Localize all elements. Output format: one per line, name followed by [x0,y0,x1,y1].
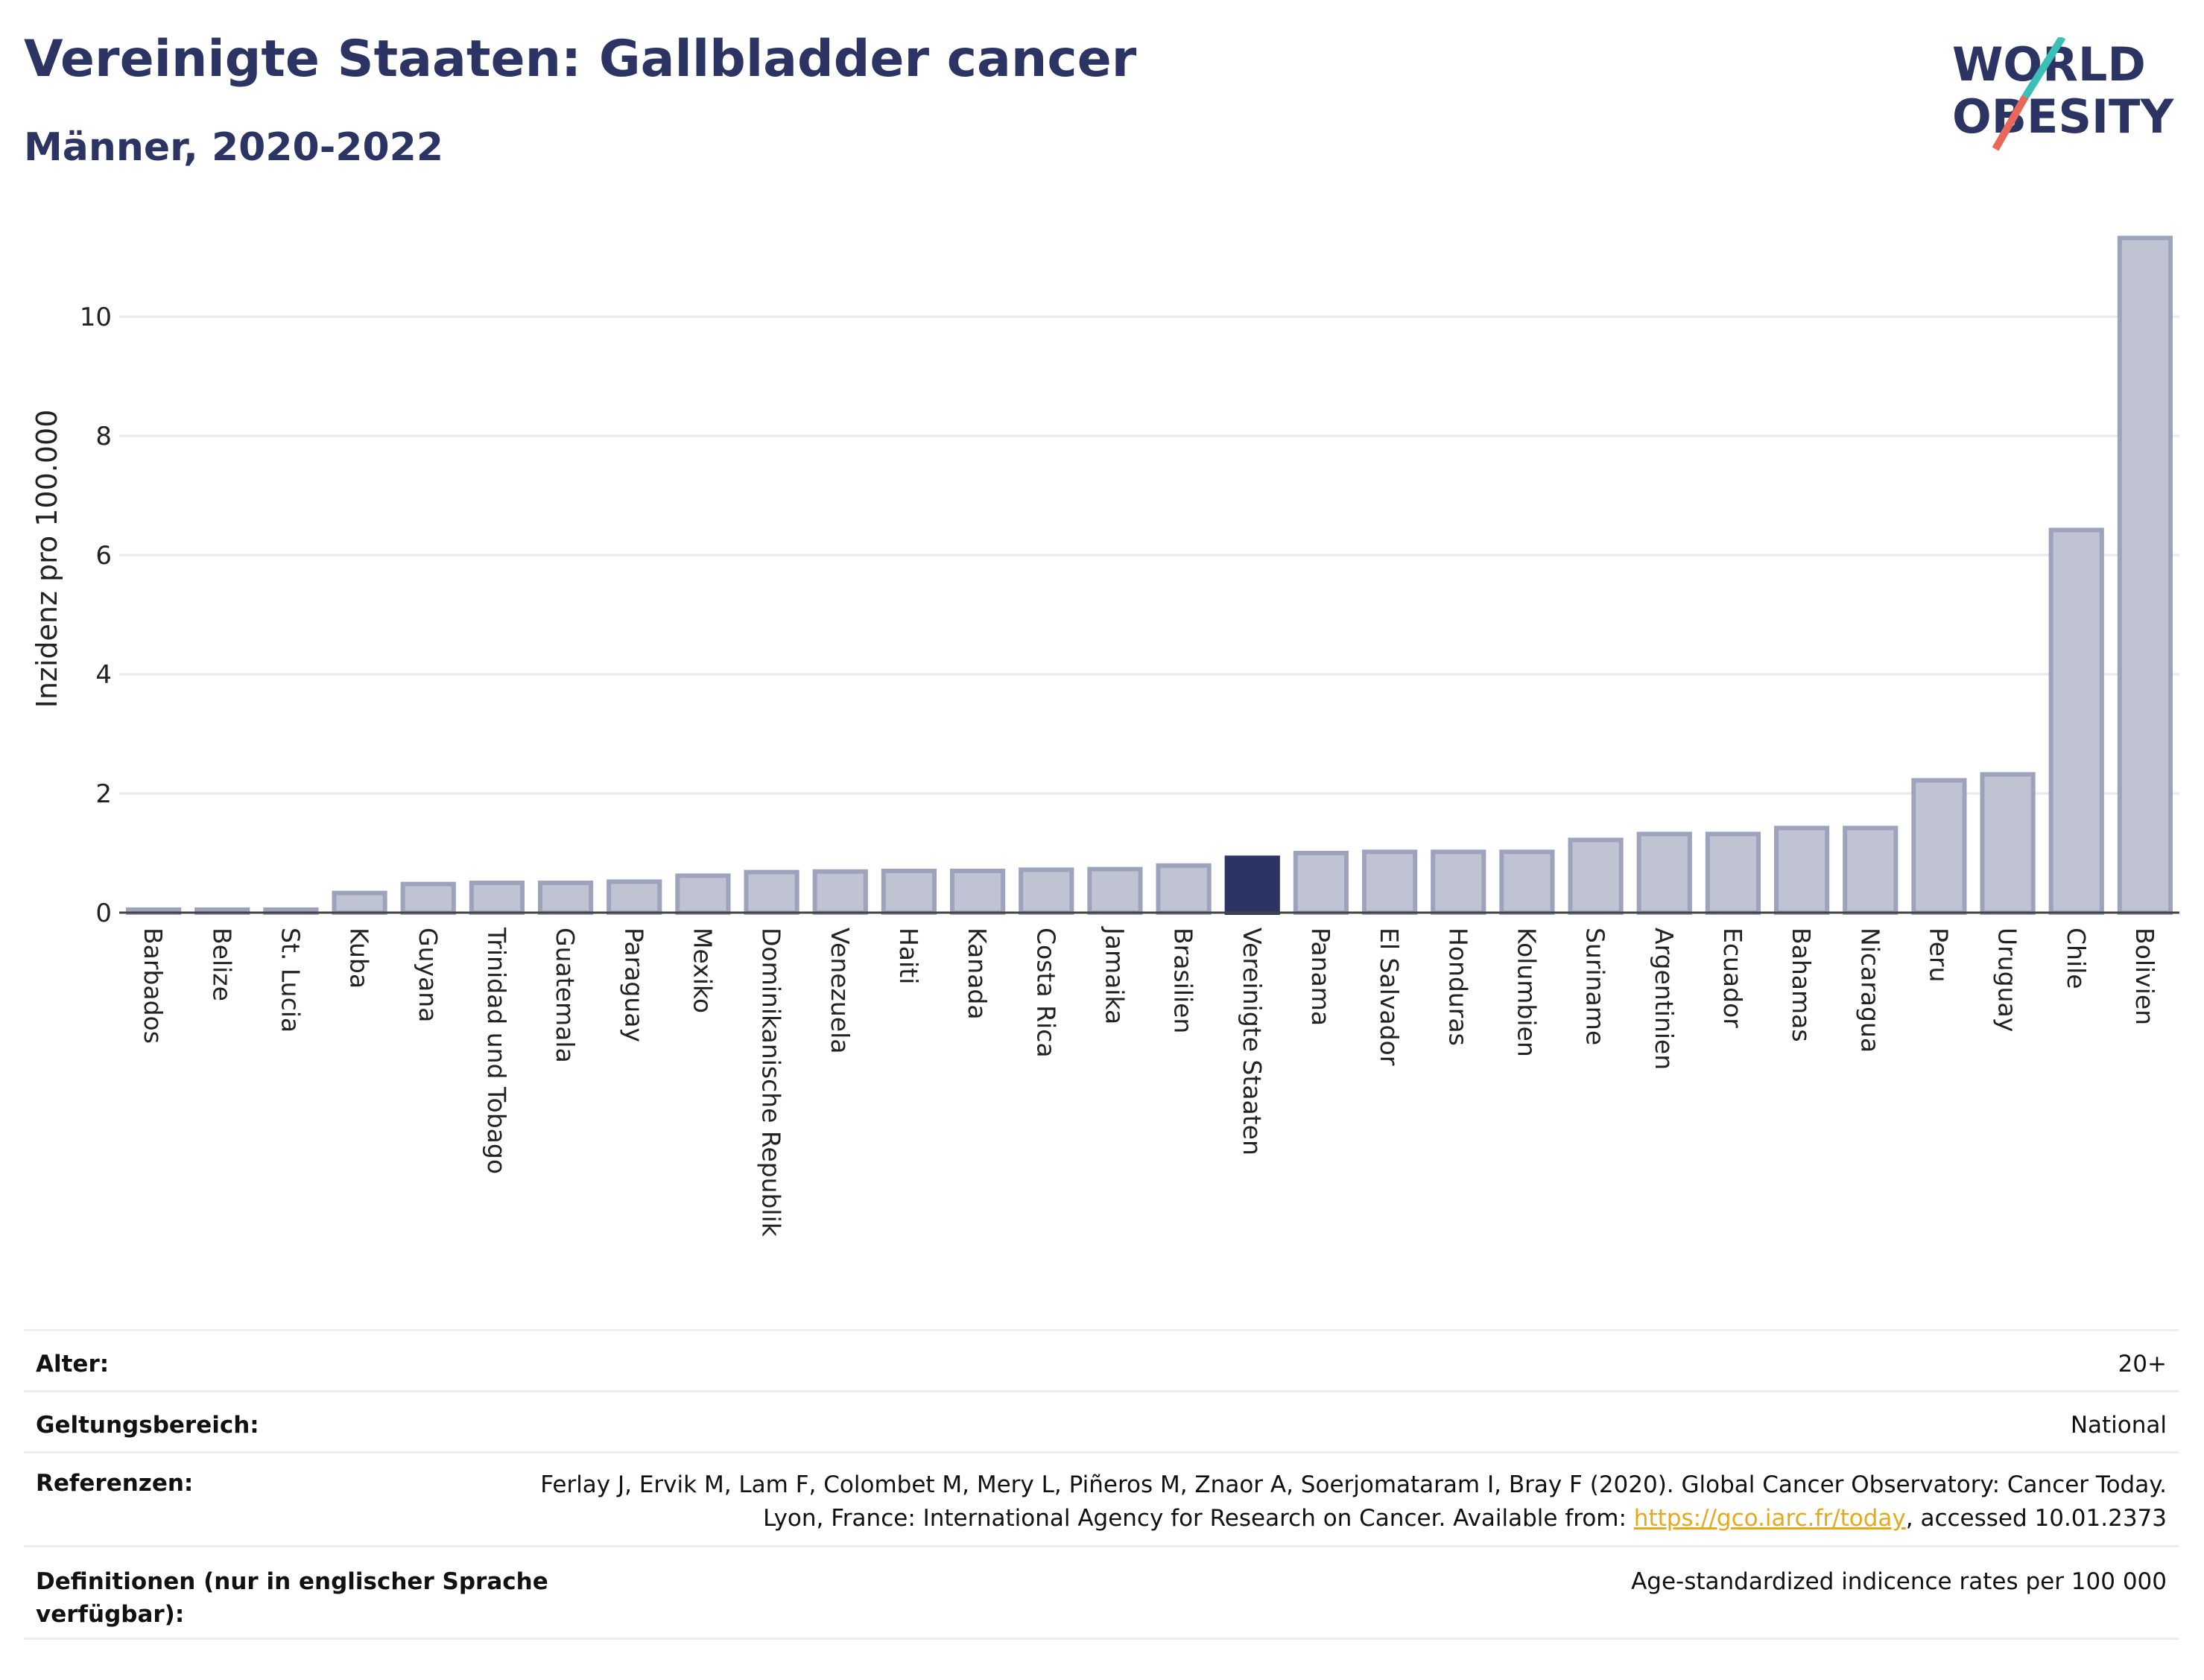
x-tick-label: Ecuador [1718,928,1747,1028]
x-tick-label: Bahamas [1787,928,1816,1042]
bar[interactable] [812,869,868,916]
x-tick-label: Belize [207,928,236,1001]
y-tick-label: 0 [95,898,112,928]
bar-chart: 0 2 4 6 8 10 Barbados Belize St. Lucia Kuba Guyan… [31,235,2179,1237]
definitions-value: Age-standardized indicence rates per 100… [1631,1568,2167,1595]
meta-row-definitions: Definitionen (nur in englischer Sprache … [24,1545,2179,1640]
y-tick-label: 6 [95,541,112,571]
x-tick-label: Barbados [139,928,168,1044]
references-label: Referenzen: [36,1470,194,1497]
x-tick-label: Jamaika [1100,926,1129,1024]
meta-row-references: Referenzen: Ferlay J, Ervik M, Lam F, Co… [24,1451,2179,1547]
bar[interactable] [1773,825,1830,916]
references-accessed: , accessed 10.01.2373 [1905,1505,2167,1532]
x-tick-label: Kuba [345,928,374,989]
age-value: 20+ [2118,1351,2167,1378]
references-value: Ferlay J, Ervik M, Lam F, Colombet M, Me… [528,1468,2167,1535]
y-tick-label: 10 [80,302,112,332]
x-tick-label: Honduras [1443,928,1472,1046]
bar[interactable] [881,869,937,915]
x-tick-label: Brasilien [1169,928,1198,1033]
world-obesity-logo: WORLD OBESITY [1952,37,2174,151]
y-tick-label: 8 [95,422,112,451]
x-tick-label: Costa Rica [1031,928,1060,1058]
y-axis-label: Inzidenz pro 100.000 [31,410,63,709]
x-tick-label: Bolivien [2130,928,2159,1025]
bar[interactable] [607,879,662,916]
bar[interactable] [744,869,799,915]
bar[interactable] [469,881,525,915]
x-tick-label: Kanada [963,928,992,1020]
x-tick-label: Dominikanische Republik [757,928,786,1237]
bar[interactable] [949,869,1006,915]
bar[interactable] [1911,778,1967,916]
grid-lines [119,315,2179,795]
y-tick-label: 4 [95,660,112,690]
x-tick-label: Suriname [1581,928,1610,1045]
references-link[interactable]: https://gco.iarc.fr/today [1633,1505,1906,1532]
logo-line2: OBESITY [1952,89,2174,144]
meta-bottom-border [24,1638,2179,1640]
age-label: Alter: [36,1351,110,1378]
bar[interactable] [1293,851,1349,915]
x-tick-label: Venezuela [826,928,855,1053]
bar[interactable] [1843,825,1899,916]
bars [125,235,2173,916]
meta-row-age: Alter: 20+ [24,1329,2179,1392]
bar[interactable] [1087,866,1143,915]
bar[interactable] [1636,831,1692,916]
bar[interactable] [332,890,387,915]
x-tick-label: Nicaragua [1855,928,1884,1053]
x-tick-label: Panama [1306,928,1335,1026]
x-tick-label: St. Lucia [276,928,305,1033]
bar[interactable] [400,881,456,915]
bar[interactable] [1019,867,1074,916]
x-tick-label: Mexiko [688,928,717,1013]
meta-row-scope: Geltungsbereich: National [24,1390,2179,1454]
x-tick-label: Vereinigte Staaten [1238,928,1267,1156]
x-tick-label: Uruguay [1993,928,2022,1032]
references-text: Ferlay J, Ervik M, Lam F, Colombet M, Me… [540,1471,2167,1532]
page-subtitle: Männer, 2020-2022 [24,125,444,170]
x-tick-label: Haiti [894,928,923,984]
x-tick-label: Argentinien [1650,928,1679,1070]
x-tick-label: Trinidad und Tobago [482,927,511,1174]
x-tick-label: Chile [2062,928,2091,989]
bar[interactable] [2048,527,2104,915]
metadata-table: Alter: 20+ Geltungsbereich: National Ref… [24,1329,2179,1672]
definitions-label: Definitionen (nur in englischer Sprache … [36,1568,548,1628]
bar[interactable] [2117,235,2173,915]
scope-value: National [2070,1412,2167,1439]
bar[interactable] [1224,855,1280,916]
bar[interactable] [675,873,731,916]
bar[interactable] [1499,849,1555,916]
x-tick-label: Guatemala [551,928,580,1063]
x-tick-label: Guyana [414,928,443,1022]
bar[interactable] [1705,831,1761,916]
bar[interactable] [1431,849,1486,916]
y-axis-ticks: 0 2 4 6 8 10 [80,302,112,928]
bar[interactable] [1568,837,1624,916]
x-tick-label: Paraguay [619,928,648,1042]
bar[interactable] [537,881,594,915]
page-title: Vereinigte Staaten: Gallbladder cancer [24,30,1137,89]
y-tick-label: 2 [95,779,112,809]
x-axis-labels: Barbados Belize St. Lucia Kuba Guyana Trinida… [139,926,2159,1237]
bar[interactable] [1156,863,1212,916]
x-tick-label: Kolumbien [1512,928,1541,1057]
x-tick-label: El Salvador [1375,928,1404,1066]
logo-slash-bottom [1992,95,2029,151]
scope-label: Geltungsbereich: [36,1412,259,1439]
x-tick-label: Peru [1924,928,1953,983]
logo-slash-top [2021,37,2066,99]
bar[interactable] [1361,849,1418,916]
bar[interactable] [1980,772,2036,916]
